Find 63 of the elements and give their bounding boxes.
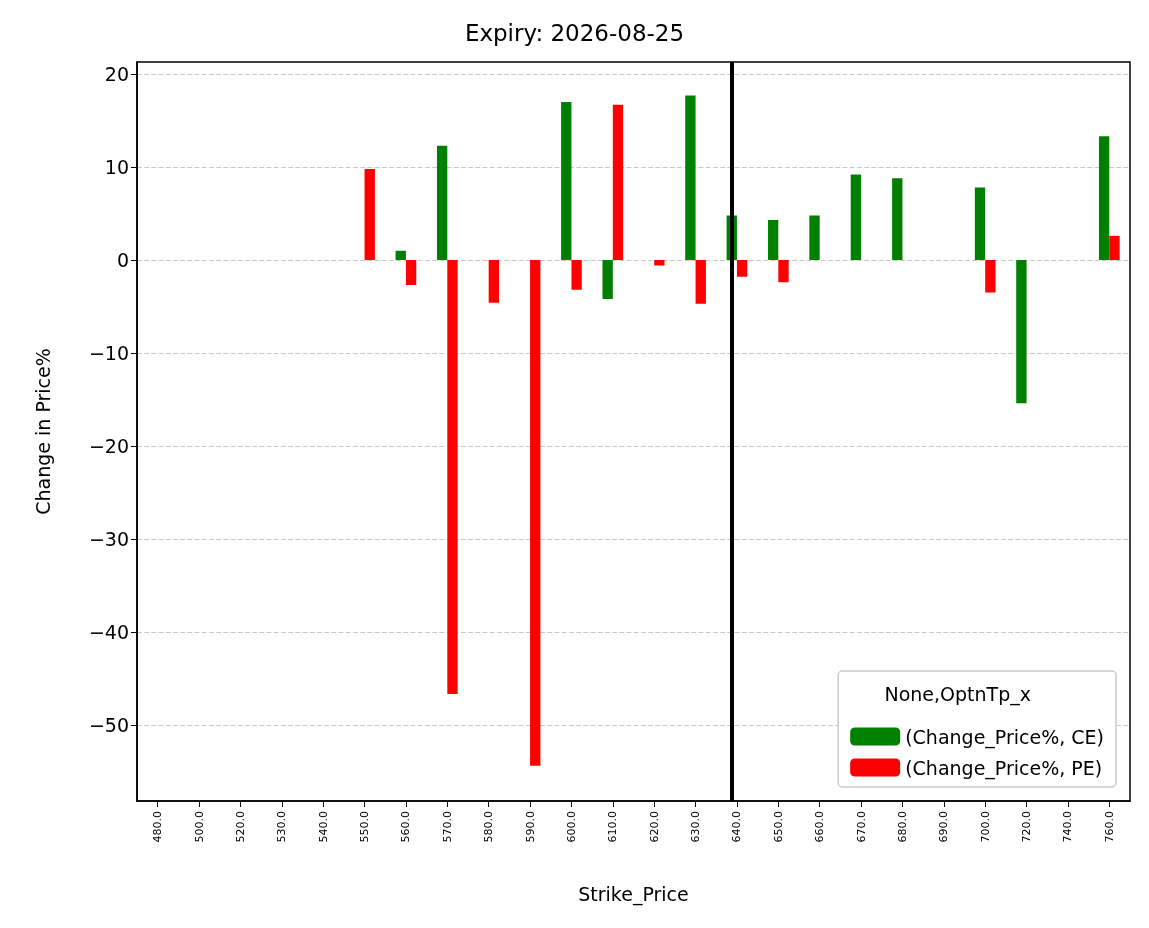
bar <box>1098 136 1110 260</box>
x-tick-label: 480.0 <box>151 811 165 843</box>
bar <box>395 250 406 260</box>
bar <box>488 260 500 303</box>
bar <box>405 260 417 286</box>
x-axis-title: Strike_Price <box>578 882 689 906</box>
y-tick-label: −30 <box>88 527 129 550</box>
x-tick-label: 540.0 <box>316 811 330 843</box>
x-tick-label: 660.0 <box>813 811 827 843</box>
bar <box>530 260 541 766</box>
bar <box>1016 260 1027 404</box>
bar <box>974 187 986 260</box>
bar <box>695 260 706 304</box>
y-tick-label: 10 <box>104 156 129 179</box>
chart-title: Expiry: 2026-08-25 <box>464 19 685 46</box>
bar <box>985 260 996 293</box>
x-tick-label: 580.0 <box>482 811 496 843</box>
bar <box>736 260 748 277</box>
bar <box>778 260 789 283</box>
y-axis-title: Change in Price% <box>31 348 54 515</box>
bar <box>892 178 903 260</box>
x-tick-label: 620.0 <box>647 811 661 843</box>
x-tick-label: 560.0 <box>399 811 413 843</box>
legend-label: (Change_Price%, PE) <box>905 756 1103 780</box>
x-tick-label: 720.0 <box>1020 811 1034 843</box>
bar <box>602 260 613 300</box>
x-tick-label: 760.0 <box>1102 811 1116 843</box>
bar <box>561 101 572 260</box>
bar <box>850 174 862 260</box>
legend-label: (Change_Price%, CE) <box>905 725 1105 749</box>
x-tick-label: 670.0 <box>854 811 868 843</box>
y-tick-label: −40 <box>88 620 129 643</box>
bar <box>1109 235 1120 260</box>
bar <box>685 95 696 260</box>
x-tick-label: 570.0 <box>440 811 454 843</box>
y-tick-label: 20 <box>104 63 129 86</box>
bar <box>447 260 458 695</box>
x-tick-label: 700.0 <box>978 811 992 843</box>
x-tick-label: 610.0 <box>606 811 620 843</box>
bar <box>364 168 375 260</box>
x-tick-label: 630.0 <box>689 811 703 843</box>
x-tick-label: 690.0 <box>937 811 951 843</box>
x-tick-label: 650.0 <box>771 811 785 843</box>
y-tick-label: −10 <box>88 341 129 364</box>
x-tick-label: 500.0 <box>192 811 206 843</box>
y-tick-label: 0 <box>116 249 129 271</box>
bar <box>654 260 665 266</box>
bar <box>809 215 820 260</box>
bar <box>767 220 779 260</box>
y-tick-label: −50 <box>88 713 129 736</box>
bar <box>612 104 624 260</box>
x-tick-label: 550.0 <box>358 811 372 843</box>
legend-title: None,OptnTp_x <box>884 682 1031 706</box>
x-tick-label: 600.0 <box>564 811 578 843</box>
bar <box>436 145 448 260</box>
x-tick-label: 680.0 <box>895 811 909 843</box>
x-tick-label: 640.0 <box>730 811 744 843</box>
x-tick-label: 740.0 <box>1061 811 1075 843</box>
x-tick-label: 590.0 <box>523 811 537 843</box>
bar <box>571 260 582 290</box>
y-tick-label: −20 <box>88 434 129 457</box>
x-tick-label: 520.0 <box>233 811 247 843</box>
x-tick-label: 530.0 <box>275 811 289 843</box>
